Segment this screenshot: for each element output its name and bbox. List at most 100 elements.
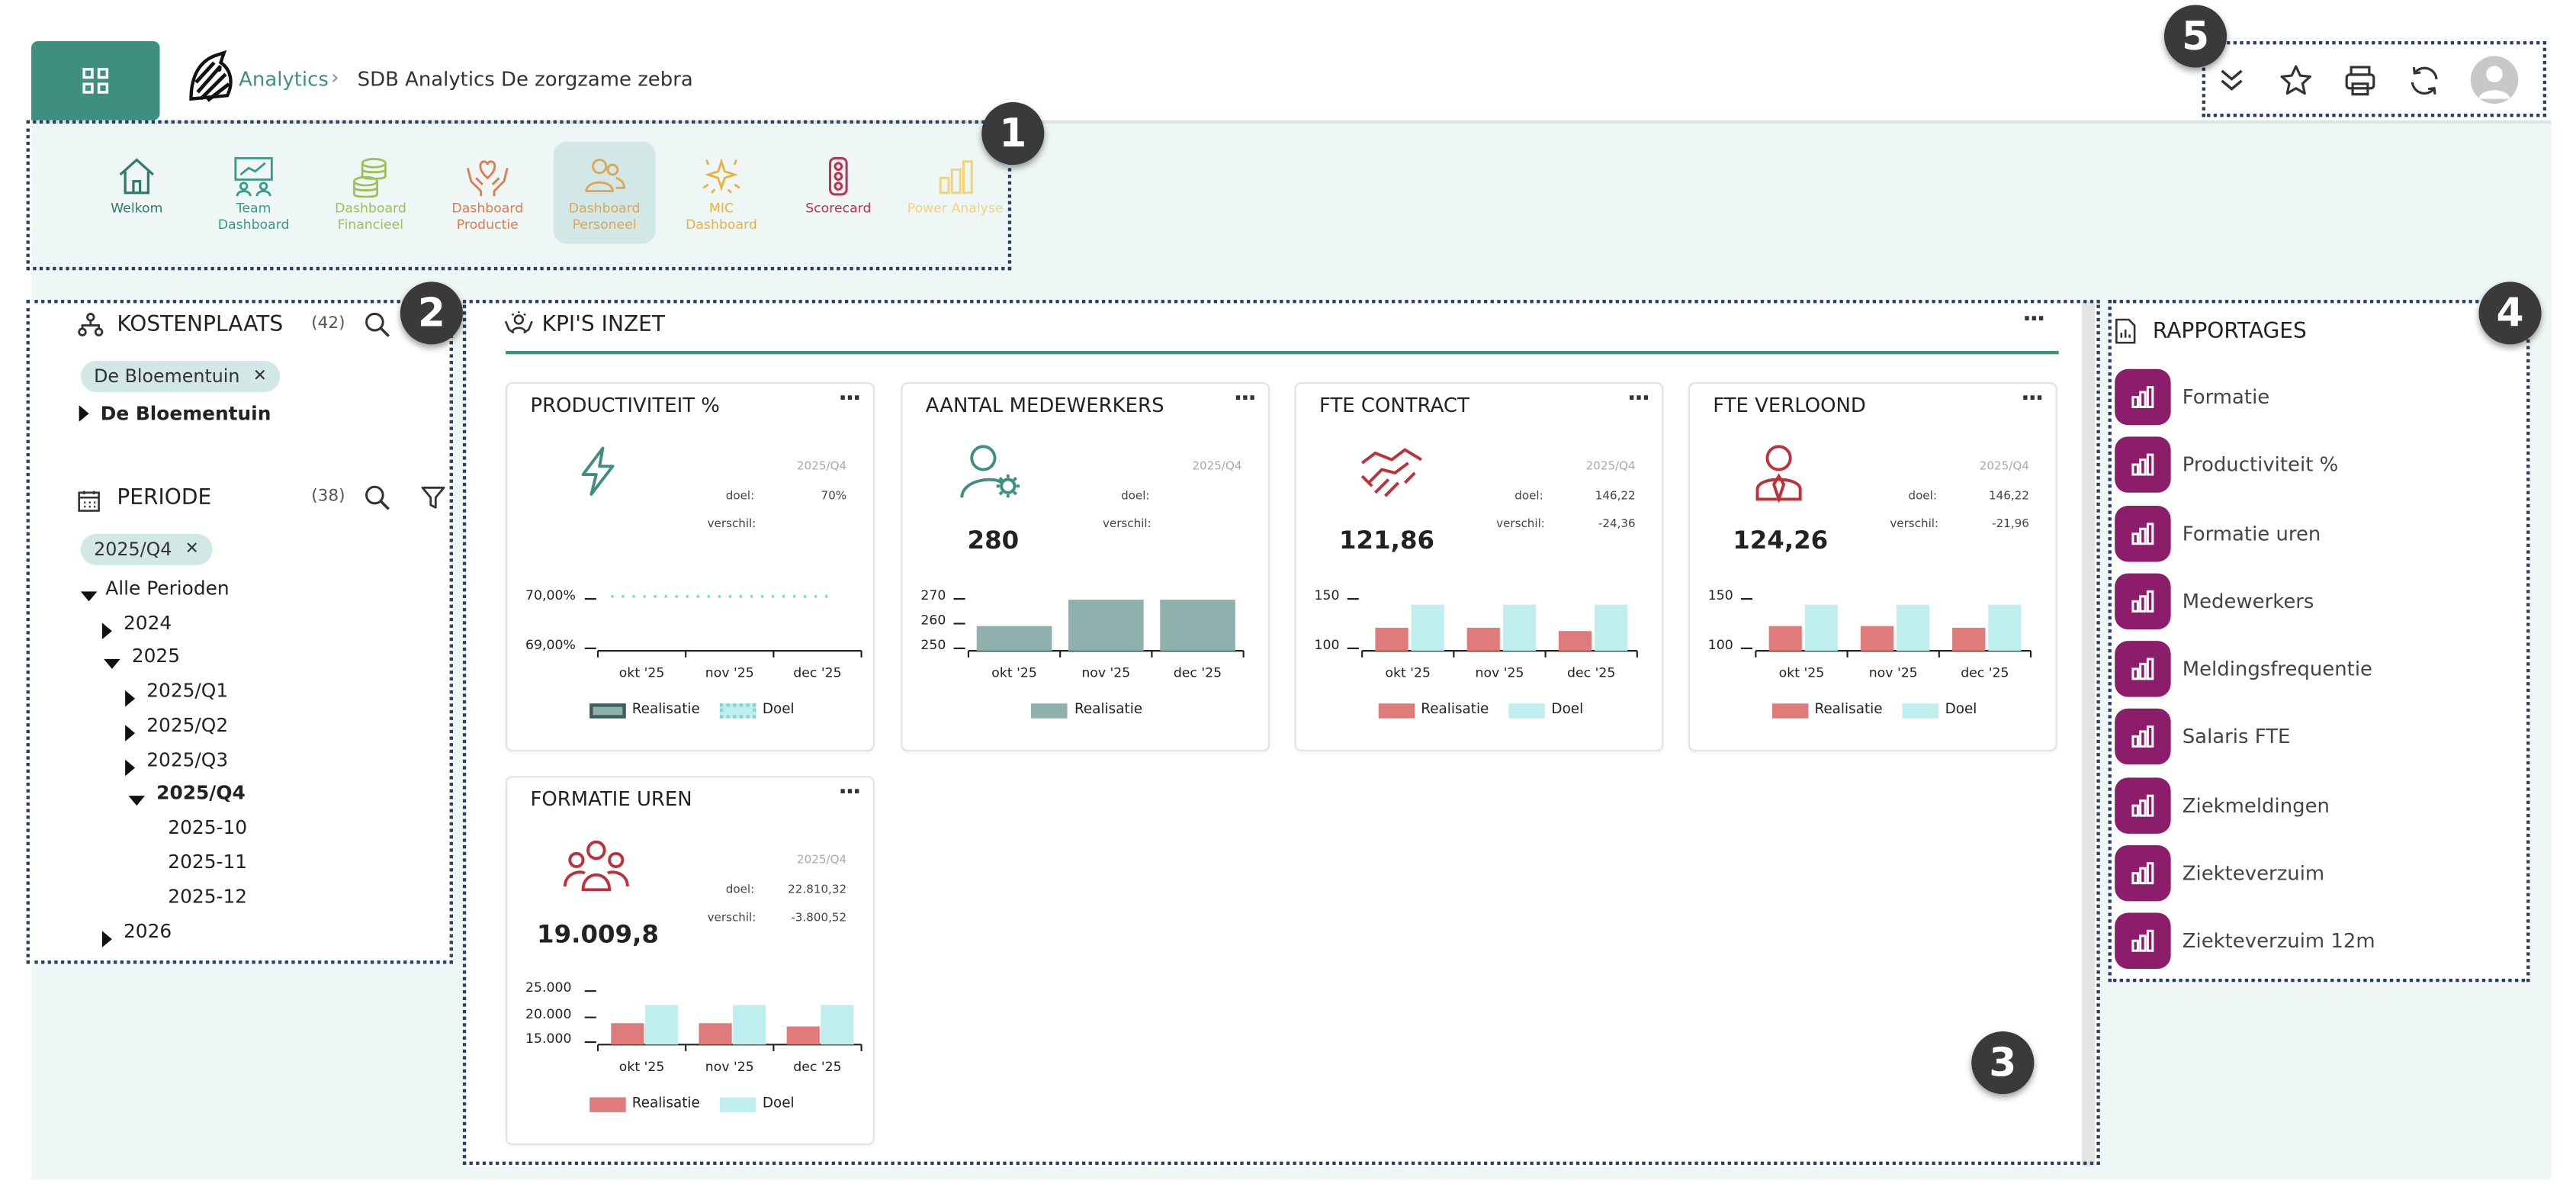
- report-item[interactable]: Ziekmeldingen: [2115, 777, 2330, 833]
- nav-item-5[interactable]: Dashboard Personeel: [553, 141, 656, 244]
- y-tick-mark: [584, 598, 596, 600]
- periode-tree-item[interactable]: 2025-11: [168, 850, 248, 873]
- nav-item-2[interactable]: Team Dashboard: [203, 142, 305, 244]
- y-tick-mark: [584, 990, 596, 992]
- y-tick-label: 260: [920, 613, 946, 628]
- periode-tree-item[interactable]: Alle Perioden: [105, 576, 230, 600]
- report-item[interactable]: Formatie: [2115, 368, 2269, 426]
- report-item[interactable]: Meldingsfrequentie: [2115, 641, 2372, 697]
- caret-right-icon[interactable]: [101, 622, 112, 640]
- y-tick-mark: [1740, 647, 1753, 649]
- apps-button[interactable]: [31, 40, 160, 121]
- kpi-card[interactable]: FORMATIE UREN ··· 2025/Q4 doel: 22.810,32 ver…: [506, 776, 875, 1146]
- kostenplaats-tree-item[interactable]: De Bloementuin: [100, 401, 271, 426]
- kpi-card-more-button[interactable]: ···: [838, 385, 861, 412]
- kostenplaats-search-button[interactable]: [364, 311, 390, 344]
- kpi-card-title: FTE VERLOOND: [1713, 394, 1866, 417]
- legend-label: Realisatie: [631, 1095, 700, 1112]
- legend-swatch: [719, 703, 756, 718]
- legend-swatch: [1771, 703, 1808, 718]
- tree-caret-right-icon[interactable]: [79, 405, 89, 422]
- periode-tree-item[interactable]: 2024: [123, 611, 172, 635]
- report-item[interactable]: Ziekteverzuim: [2115, 844, 2324, 901]
- filter-icon: [421, 486, 445, 509]
- kpi-card-more-button[interactable]: ···: [1627, 385, 1650, 412]
- nav-item-8[interactable]: Power Analyse: [904, 142, 1007, 244]
- kpi-card[interactable]: PRODUCTIVITEIT % ··· 2025/Q4 doel: 70% versch…: [506, 382, 875, 751]
- report-item[interactable]: Ziekteverzuim 12m: [2115, 912, 2375, 969]
- periode-tree-item[interactable]: 2025/Q2: [146, 713, 229, 737]
- nav-item-1[interactable]: Welkom: [85, 142, 188, 244]
- kpi-card-more-button[interactable]: ···: [2021, 385, 2044, 412]
- kpi-card[interactable]: FTE VERLOOND ··· 2025/Q4 doel: 146,22 verschi…: [1688, 382, 2057, 751]
- search-icon: [365, 312, 390, 337]
- report-item[interactable]: Salaris FTE: [2115, 709, 2290, 765]
- kpi-card-icon: [1359, 443, 1425, 506]
- kpi-card-more-button[interactable]: ···: [1233, 385, 1257, 412]
- chip-close-icon[interactable]: ✕: [185, 540, 199, 559]
- kpi-card-title: AANTAL MEDEWERKERS: [925, 394, 1164, 417]
- periode-tree-item[interactable]: 2026: [123, 919, 172, 943]
- x-tick-label: nov '25: [1868, 665, 1918, 680]
- periode-filter-button[interactable]: [420, 484, 447, 517]
- report-item[interactable]: Medewerkers: [2115, 573, 2314, 629]
- caret-down-icon[interactable]: [128, 796, 146, 806]
- home-icon: [115, 142, 158, 198]
- nav-item-7[interactable]: Scorecard: [787, 142, 889, 244]
- caret-right-icon[interactable]: [125, 725, 136, 741]
- caret-right-icon[interactable]: [125, 690, 136, 707]
- periode-chip[interactable]: 2025/Q4 ✕: [80, 533, 213, 565]
- periode-search-button[interactable]: [364, 484, 390, 517]
- kpi-card[interactable]: FTE CONTRACT ··· 2025/Q4 doel: 146,22 verschi…: [1294, 382, 1664, 751]
- kpi-card-doel-label: doel:: [725, 883, 755, 896]
- report-chart-icon: [2115, 777, 2171, 833]
- chart-legend: Realisatie Doel: [507, 702, 876, 719]
- kpi-card[interactable]: AANTAL MEDEWERKERS ··· 2025/Q4 doel: verschi…: [901, 382, 1270, 751]
- print-button[interactable]: [2342, 63, 2378, 99]
- highlight-region-3: [462, 300, 2100, 1165]
- filter-panel: [31, 301, 451, 961]
- periode-tree-item[interactable]: 2025/Q3: [146, 748, 229, 771]
- y-tick-label: 100: [1707, 637, 1733, 653]
- report-chart-icon: [2115, 573, 2171, 629]
- report-item[interactable]: Formatie uren: [2115, 504, 2321, 561]
- chip-label: 2025/Q4: [94, 539, 172, 561]
- y-tick-mark: [1347, 598, 1359, 600]
- refresh-button[interactable]: [2406, 63, 2443, 99]
- periode-tree-item[interactable]: 2025/Q1: [146, 678, 229, 703]
- y-tick-label: 150: [1707, 588, 1733, 603]
- favorite-button[interactable]: [2278, 63, 2314, 99]
- chip-close-icon[interactable]: ✕: [252, 367, 267, 386]
- caret-down-icon[interactable]: [80, 591, 98, 602]
- periode-tree-item[interactable]: 2025: [131, 644, 181, 667]
- rapportages-panel: [2109, 301, 2530, 981]
- kpi-card-icon: [563, 837, 629, 902]
- caret-right-icon[interactable]: [101, 931, 112, 947]
- team-chart-icon: [230, 142, 276, 198]
- legend-label: Realisatie: [1814, 702, 1883, 719]
- legend-label: Doel: [762, 1095, 795, 1112]
- kpi-scrollbar[interactable]: [2081, 301, 2096, 1167]
- caret-right-icon[interactable]: [125, 759, 136, 777]
- nav-item-6[interactable]: MIC Dashboard: [670, 142, 772, 244]
- breadcrumb-current: SDB Analytics De zorgzame zebra: [357, 67, 693, 91]
- x-tick-label: dec '25: [1567, 665, 1616, 680]
- collapse-button[interactable]: [2215, 63, 2248, 95]
- x-tick-label: nov '25: [1081, 665, 1131, 680]
- legend-item: Doel: [1902, 702, 1977, 719]
- caret-down-icon[interactable]: [104, 658, 120, 669]
- x-tick-label: okt '25: [618, 1059, 665, 1075]
- breadcrumb-analytics[interactable]: Analytics: [239, 67, 329, 91]
- nav-item-4[interactable]: Dashboard Productie: [436, 142, 538, 244]
- periode-tree-item[interactable]: 2025-10: [168, 815, 248, 839]
- nav-item-3[interactable]: Dashboard Financieel: [320, 142, 422, 244]
- periode-tree-item[interactable]: 2025-12: [168, 884, 248, 909]
- report-item[interactable]: Productiviteit %: [2115, 436, 2338, 494]
- kpi-card-verschil-label: verschil:: [707, 911, 756, 925]
- avatar[interactable]: [2470, 56, 2519, 105]
- legend-item: Realisatie: [589, 702, 700, 719]
- periode-tree-item[interactable]: 2025/Q4: [156, 780, 246, 804]
- kpi-card-more-button[interactable]: ···: [838, 779, 861, 806]
- kostenplaats-chip[interactable]: De Bloementuin ✕: [80, 360, 281, 393]
- kpi-more-button[interactable]: ···: [2022, 306, 2045, 333]
